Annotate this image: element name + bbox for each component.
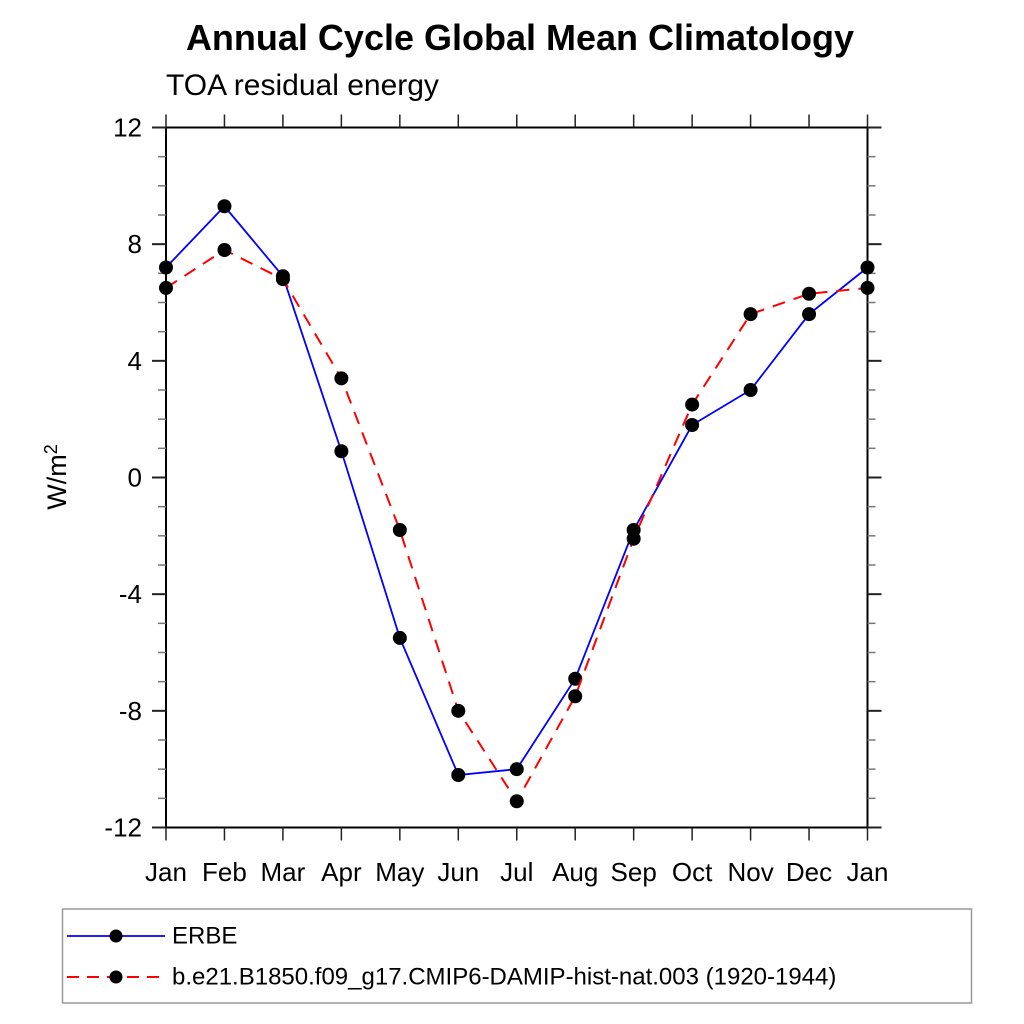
data-point-marker (159, 280, 173, 295)
y-axis-label-exponent: 2 (41, 444, 61, 454)
x-tick-label: Apr (321, 857, 362, 887)
data-point-marker (334, 444, 349, 459)
legend-samples (67, 929, 165, 984)
data-point-marker (743, 383, 758, 397)
x-tick-label: Sep (611, 857, 657, 887)
x-tick-label: Jul (500, 857, 533, 887)
x-tick-label: Jan (847, 857, 889, 887)
legend-label-erbe: ERBE (172, 923, 237, 950)
x-tick-label: Feb (202, 857, 247, 887)
y-tick-label: -8 (119, 696, 142, 726)
data-point-marker (451, 703, 466, 718)
series-line-model (165, 248, 868, 804)
data-point-marker (392, 523, 407, 537)
y-tick-label: 12 (113, 113, 142, 143)
data-point-marker (217, 199, 232, 214)
data-point-marker (509, 762, 524, 777)
y-axis-label-base: W/m (42, 454, 72, 509)
data-point-marker (860, 260, 875, 275)
x-tick-label: May (375, 857, 424, 887)
data-point-marker (685, 397, 700, 412)
data-point-marker (802, 286, 817, 301)
legend-label-model: b.e21.B1850.f09_g17.CMIP6-DAMIP-hist-nat… (172, 964, 836, 991)
y-tick-label: 8 (128, 229, 142, 259)
y-axis-label: W/m2 (41, 444, 72, 510)
x-tick-label: Dec (786, 857, 832, 887)
data-point-marker (626, 531, 641, 546)
data-point-marker (217, 243, 232, 257)
x-tick-label: Jun (437, 857, 479, 887)
chart-subtitle: TOA residual energy (166, 69, 439, 102)
data-point-marker (275, 272, 290, 287)
x-tick-label: Aug (552, 857, 598, 887)
legend-box: ERBE b.e21.B1850.f09_g17.CMIP6-DAMIP-his… (61, 908, 973, 1004)
legend-sample-marker (109, 929, 123, 943)
legend-border (61, 908, 973, 1004)
data-point-marker (568, 671, 583, 686)
y-tick-label: -4 (119, 579, 142, 609)
data-point-marker (743, 307, 758, 322)
data-point-marker (568, 689, 583, 704)
chart-title: Annual Cycle Global Mean Climatology (186, 17, 854, 58)
data-point-marker (802, 307, 817, 322)
series-lines (159, 199, 875, 809)
x-tick-label: Nov (727, 857, 773, 887)
x-tick-label: Mar (261, 857, 306, 887)
series-line-erbe (165, 204, 869, 776)
data-point-marker (509, 794, 524, 809)
data-point-marker (685, 418, 700, 432)
x-tick-label: Oct (672, 857, 713, 887)
plot-frame (165, 126, 869, 829)
data-point-marker (159, 260, 173, 275)
data-point-marker (451, 768, 466, 782)
y-tick-label: 4 (128, 346, 142, 376)
data-point-marker (334, 371, 349, 386)
x-tick-label: Jan (145, 857, 187, 887)
data-point-marker (392, 630, 407, 645)
legend-sample-marker (109, 970, 123, 984)
y-tick-label: -12 (104, 813, 142, 843)
y-tick-label: 0 (128, 463, 142, 493)
data-point-marker (860, 280, 875, 295)
